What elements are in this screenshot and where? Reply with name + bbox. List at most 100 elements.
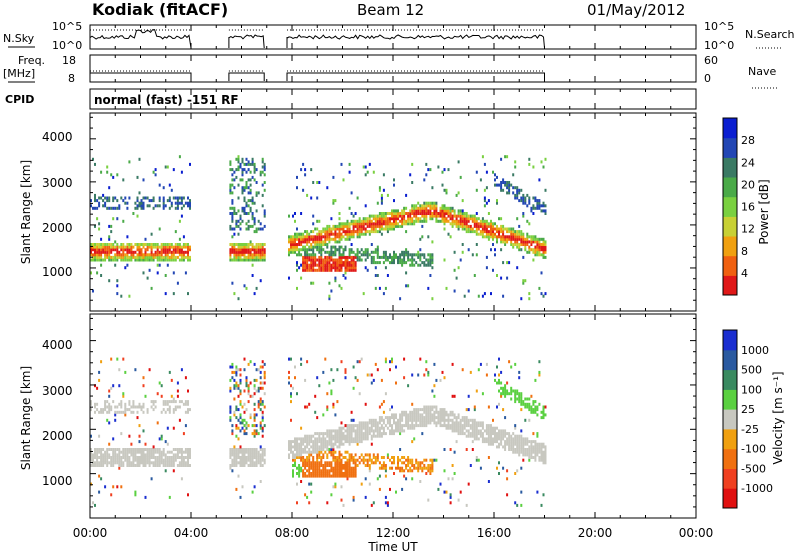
heatmap-cell: [502, 386, 505, 390]
heatmap-cell: [370, 434, 373, 438]
heatmap-cell: [393, 413, 395, 417]
heatmap-cell: [354, 263, 357, 267]
heatmap-cell: [243, 248, 246, 252]
heatmap-cell: [338, 248, 341, 252]
heatmap-cell: [100, 245, 103, 249]
heatmap-cell: [122, 357, 125, 361]
heatmap-cell: [90, 402, 92, 406]
heatmap-cell: [332, 224, 335, 228]
heatmap-cell: [372, 214, 375, 218]
heatmap-cell: [334, 464, 337, 467]
heatmap-cell: [237, 253, 240, 257]
heatmap-cell: [528, 458, 531, 462]
heatmap-cell: [318, 250, 321, 254]
heatmap-cell: [178, 219, 181, 223]
heatmap-cell: [399, 448, 402, 451]
heatmap-cell: [138, 201, 141, 205]
heatmap-cell: [399, 421, 402, 425]
heatmap-cell: [407, 458, 410, 462]
heatmap-cell: [247, 384, 250, 388]
heatmap-cell: [118, 453, 121, 457]
heatmap-cell: [306, 261, 309, 265]
heatmap-cell: [384, 466, 387, 470]
heatmap-cell: [399, 413, 402, 417]
heatmap-cell: [340, 453, 343, 457]
heatmap-cell: [445, 426, 448, 430]
heatmap-cell: [427, 418, 430, 422]
heatmap-cell: [455, 418, 458, 422]
heatmap-cell: [316, 453, 319, 457]
heatmap-cell: [459, 209, 462, 213]
heatmap-cell: [314, 258, 317, 262]
heatmap-cell: [358, 224, 361, 228]
heatmap-cell: [312, 464, 315, 467]
heatmap-cell: [409, 458, 412, 462]
heatmap-cell: [461, 217, 464, 221]
heatmap-cell: [263, 224, 266, 228]
heatmap-cell: [409, 253, 412, 257]
heatmap-cell: [180, 450, 183, 454]
heatmap-cell: [382, 292, 385, 296]
heatmap-cell: [336, 429, 339, 433]
heatmap-cell: [439, 410, 442, 414]
heatmap-cell: [419, 464, 422, 467]
heatmap-cell: [104, 408, 107, 412]
heatmap-cell: [366, 432, 369, 436]
heatmap-cell: [338, 222, 341, 226]
heatmap-cell: [475, 243, 478, 246]
heatmap-cell: [231, 245, 234, 249]
heatmap-cell: [122, 392, 125, 396]
heatmap-cell: [235, 424, 238, 428]
heatmap-cell: [288, 442, 290, 446]
x-tick-label: 00:00: [679, 526, 714, 540]
heatmap-cell: [443, 214, 446, 218]
heatmap-cell: [102, 204, 105, 208]
heatmap-cell: [346, 255, 349, 259]
heatmap-cell: [320, 248, 323, 252]
heatmap-cell: [393, 224, 395, 228]
power-colorbar-swatch: [723, 216, 737, 237]
heatmap-cell: [364, 219, 367, 223]
heatmap-cell: [338, 472, 341, 475]
heatmap-cell: [496, 237, 498, 241]
heatmap-cell: [152, 170, 155, 174]
heatmap-cell: [184, 448, 187, 451]
heatmap-cell: [516, 245, 519, 249]
heatmap-cell: [413, 416, 416, 420]
heatmap-cell: [182, 253, 185, 257]
heatmap-cell: [310, 453, 313, 457]
heatmap-cell: [130, 248, 133, 252]
heatmap-cell: [314, 432, 317, 436]
heatmap-cell: [419, 416, 422, 420]
heatmap-cell: [348, 237, 351, 241]
heatmap-cell: [243, 424, 246, 428]
heatmap-cell: [372, 227, 375, 231]
heatmap-cell: [370, 219, 373, 223]
heatmap-cell: [152, 199, 155, 203]
heatmap-cell: [520, 408, 523, 412]
heatmap-cell: [172, 426, 175, 430]
heatmap-cell: [340, 440, 343, 444]
heatmap-cell: [247, 458, 250, 462]
heatmap-cell: [469, 224, 472, 228]
heatmap-cell: [473, 421, 476, 425]
heatmap-cell: [249, 450, 252, 454]
heatmap-cell: [162, 186, 165, 190]
heatmap-cell: [156, 464, 159, 467]
heatmap-cell: [144, 458, 147, 462]
heatmap-cell: [520, 445, 523, 449]
heatmap-cell: [96, 386, 99, 390]
heatmap-cell: [405, 464, 408, 467]
heatmap-cell: [380, 416, 383, 420]
heatmap-cell: [370, 418, 373, 422]
heatmap-cell: [500, 429, 503, 433]
heatmap-cell: [168, 410, 171, 414]
heatmap-cell: [168, 408, 171, 412]
heatmap-cell: [178, 201, 181, 205]
heatmap-cell: [528, 248, 531, 252]
heatmap-cell: [112, 453, 115, 457]
heatmap-cell: [536, 206, 539, 210]
heatmap-cell: [338, 453, 341, 457]
heatmap-cell: [451, 413, 454, 417]
heatmap-cell: [411, 261, 414, 265]
